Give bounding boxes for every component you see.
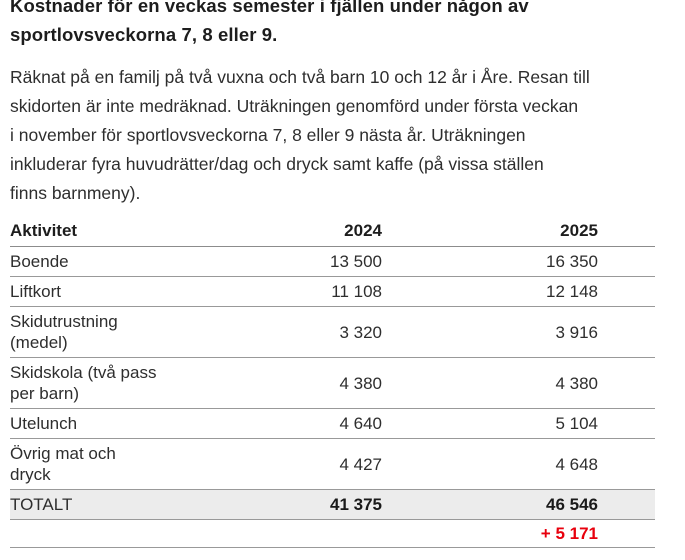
difference-row: + 5 171 [10,519,655,548]
value-2024-cell: 3 320 [178,306,391,358]
value-2024-cell: 4 427 [178,438,391,490]
diff-empty-cell [178,519,391,548]
value-2025-cell: 4 648 [391,438,655,490]
total-2025-cell: 46 546 [391,489,655,520]
article-page: Kostnader för en veckas semester i fjäll… [10,0,655,548]
value-2024-cell: 4 380 [178,357,391,409]
table-description: Räknat på en familj på två vuxna och två… [10,67,590,203]
diff-empty-cell [10,519,178,548]
value-2025-cell: 3 916 [391,306,655,358]
activity-cell: Övrig mat och dryck [10,438,178,490]
column-header-2025: 2025 [391,220,655,247]
page-title: Kostnader för en veckas semester i fjäll… [10,0,529,45]
activity-cell: Utelunch [10,408,178,439]
diff-value-cell: + 5 171 [391,519,655,548]
column-header-aktivitet: Aktivitet [10,220,178,247]
value-2025-cell: 12 148 [391,276,655,307]
table-row: Boende 13 500 16 350 [10,246,655,277]
total-label-cell: TOTALT [10,489,178,520]
table-row: Skidutrustning (medel) 3 320 3 916 [10,306,655,358]
table-row: Liftkort 11 108 12 148 [10,276,655,307]
cost-comparison-table: Aktivitet 2024 2025 Boende 13 500 16 350 Li… [10,220,655,548]
activity-cell: Boende [10,246,178,277]
column-header-2024: 2024 [178,220,391,247]
activity-cell: Liftkort [10,276,178,307]
value-2025-cell: 4 380 [391,357,655,409]
table-header-row: Aktivitet 2024 2025 [10,220,655,247]
value-2024-cell: 4 640 [178,408,391,439]
value-2024-cell: 13 500 [178,246,391,277]
activity-cell: Skidutrustning (medel) [10,306,178,358]
value-2025-cell: 16 350 [391,246,655,277]
value-2024-cell: 11 108 [178,276,391,307]
value-2025-cell: 5 104 [391,408,655,439]
activity-cell: Skidskola (två pass per barn) [10,357,178,409]
table-row: Utelunch 4 640 5 104 [10,408,655,439]
table-row: Övrig mat och dryck 4 427 4 648 [10,438,655,490]
total-2024-cell: 41 375 [178,489,391,520]
table-row: Skidskola (två pass per barn) 4 380 4 380 [10,357,655,409]
total-row: TOTALT 41 375 46 546 [10,489,655,520]
